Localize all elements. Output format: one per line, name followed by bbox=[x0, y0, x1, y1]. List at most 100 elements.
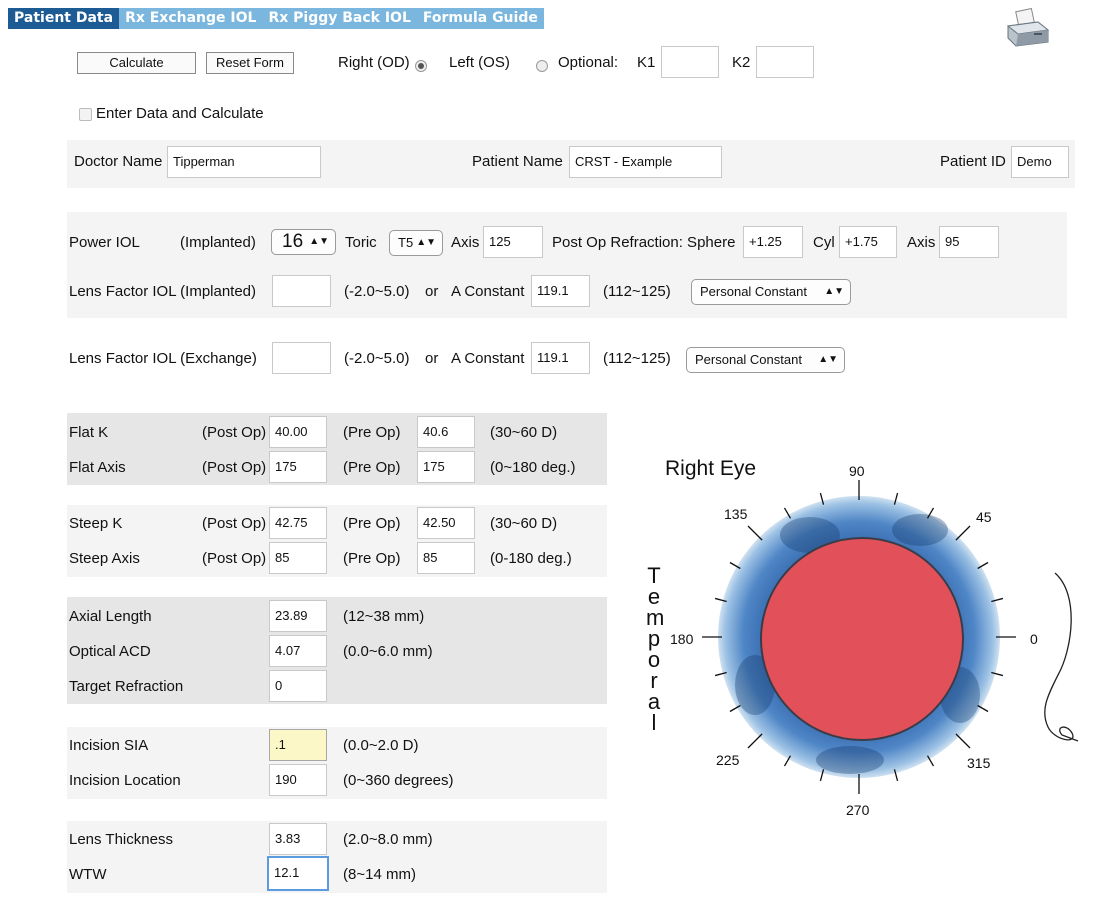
toric-axis-input[interactable]: 125 bbox=[483, 226, 543, 258]
patient-id-label: Patient ID bbox=[940, 153, 1006, 170]
target-refraction-label: Target Refraction bbox=[69, 678, 184, 695]
steep-k-range: (30~60 D) bbox=[490, 515, 558, 532]
axis-tick bbox=[955, 733, 971, 749]
incision-location-input[interactable]: 190 bbox=[269, 764, 327, 796]
a-constant-implanted-input[interactable]: 119.1 bbox=[531, 275, 590, 307]
lens-thickness-input[interactable]: 3.83 bbox=[269, 823, 327, 855]
flat-k-band bbox=[67, 413, 607, 485]
incision-band bbox=[67, 727, 607, 799]
steep-k-post-input[interactable]: 42.75 bbox=[269, 507, 327, 539]
axis-label-135: 135 bbox=[724, 506, 748, 522]
patient-id-input[interactable]: Demo bbox=[1011, 146, 1069, 178]
axis-tick bbox=[955, 525, 971, 541]
constant-type-implanted-select[interactable]: Personal Constant ▲▼ bbox=[691, 279, 851, 305]
toric-axis-label: Axis bbox=[451, 234, 480, 251]
temporal-letter: r bbox=[650, 668, 658, 693]
temporal-letter: p bbox=[647, 626, 661, 651]
cyl-input[interactable]: +1.75 bbox=[839, 226, 897, 258]
constant-type-exchange-select[interactable]: Personal Constant ▲▼ bbox=[686, 347, 845, 373]
flat-k-post-input[interactable]: 40.00 bbox=[269, 416, 327, 448]
select-arrows-icon: ▲▼ bbox=[309, 236, 329, 247]
a-constant-exchange-label: A Constant bbox=[451, 350, 525, 367]
steep-k-pre-label: (Pre Op) bbox=[343, 515, 401, 532]
wtw-label: WTW bbox=[69, 866, 107, 883]
flat-k-range: (30~60 D) bbox=[490, 424, 558, 441]
or-label: or bbox=[425, 350, 439, 367]
flat-axis-pre-input[interactable]: 175 bbox=[417, 451, 475, 483]
k2-label: K2 bbox=[732, 54, 751, 71]
refraction-sphere-label: Post Op Refraction: Sphere bbox=[552, 234, 736, 251]
axis-tick bbox=[893, 492, 899, 505]
flat-axis-label: Flat Axis bbox=[69, 459, 126, 476]
lens-factor-exchange-label: Lens Factor IOL (Exchange) bbox=[69, 350, 257, 367]
axis-tick bbox=[783, 507, 792, 519]
k1-input[interactable] bbox=[661, 46, 719, 78]
steep-k-pre-input[interactable]: 42.50 bbox=[417, 507, 475, 539]
lens-factor-exchange-input[interactable] bbox=[272, 342, 331, 374]
printer-icon[interactable] bbox=[1004, 8, 1050, 50]
tab-patient-data[interactable]: Patient Data bbox=[8, 8, 120, 29]
axis-label-225: 225 bbox=[716, 752, 740, 768]
implanted-label: (Implanted) bbox=[180, 234, 256, 251]
reset-form-button[interactable]: Reset Form bbox=[206, 52, 294, 74]
a-constant-implanted-range: (112~125) bbox=[603, 283, 671, 300]
auto-calculate-checkbox[interactable] bbox=[79, 108, 92, 121]
tab-rx-piggy-back-iol[interactable]: Rx Piggy Back IOL bbox=[262, 8, 417, 29]
refraction-axis-label: Axis bbox=[907, 234, 936, 251]
a-constant-exchange-input[interactable]: 119.1 bbox=[531, 342, 590, 374]
lens-thickness-range: (2.0~8.0 mm) bbox=[343, 831, 433, 848]
tab-formula-guide[interactable]: Formula Guide bbox=[416, 8, 544, 29]
axis-tick bbox=[977, 704, 989, 713]
temporal-letter: a bbox=[647, 689, 661, 714]
flat-k-label: Flat K bbox=[69, 424, 109, 441]
toric-select[interactable]: T5 ▲▼ bbox=[389, 230, 443, 256]
wtw-range: (8~14 mm) bbox=[343, 866, 416, 883]
biometry-band bbox=[67, 597, 607, 704]
axis-tick bbox=[714, 671, 727, 677]
right-eye-title: Right Eye bbox=[665, 457, 757, 480]
axis-labels: 0 45 90 135 180 225 270 315 bbox=[670, 463, 1038, 818]
select-arrows-icon: ▲▼ bbox=[818, 354, 838, 365]
axis-ticks bbox=[702, 480, 1016, 794]
optional-label: Optional: bbox=[558, 54, 619, 71]
lens-factor-implanted-range: (-2.0~5.0) bbox=[344, 283, 410, 300]
axis-tick bbox=[819, 769, 825, 782]
k2-input[interactable] bbox=[756, 46, 814, 78]
wtw-input[interactable]: 12.1 bbox=[267, 856, 329, 891]
power-iol-select[interactable]: 16 ▲▼ bbox=[271, 229, 336, 255]
cyl-label: Cyl bbox=[813, 234, 835, 251]
left-eye-label: Left (OS) bbox=[449, 54, 510, 71]
axis-tick bbox=[991, 671, 1004, 677]
axis-label-90: 90 bbox=[849, 463, 865, 479]
axial-length-input[interactable]: 23.89 bbox=[269, 600, 327, 632]
flat-k-pre-input[interactable]: 40.6 bbox=[417, 416, 475, 448]
tab-rx-exchange-iol[interactable]: Rx Exchange IOL bbox=[119, 8, 263, 29]
flat-k-post-label: (Post Op) bbox=[202, 424, 267, 441]
axis-tick bbox=[783, 755, 792, 767]
incision-sia-label: Incision SIA bbox=[69, 737, 149, 754]
steep-axis-post-input[interactable]: 85 bbox=[269, 542, 327, 574]
left-eye-radio[interactable] bbox=[536, 60, 549, 73]
incision-sia-input[interactable]: .1 bbox=[269, 729, 327, 761]
right-eye-radio[interactable] bbox=[415, 60, 427, 73]
lens-thickness-label: Lens Thickness bbox=[69, 831, 173, 848]
calculate-button[interactable]: Calculate bbox=[77, 52, 196, 74]
temporal-letter: m bbox=[646, 605, 665, 630]
axial-length-range: (12~38 mm) bbox=[343, 608, 425, 625]
axis-label-270: 270 bbox=[846, 802, 870, 818]
patient-name-input[interactable]: CRST - Example bbox=[569, 146, 722, 178]
steep-axis-range: (0-180 deg.) bbox=[490, 550, 572, 567]
doctor-name-input[interactable]: Tipperman bbox=[167, 146, 321, 178]
flat-axis-post-input[interactable]: 175 bbox=[269, 451, 327, 483]
axis-tick bbox=[819, 492, 825, 505]
steep-k-post-label: (Post Op) bbox=[202, 515, 267, 532]
optical-acd-input[interactable]: 4.07 bbox=[269, 635, 327, 667]
sphere-input[interactable]: +1.25 bbox=[743, 226, 803, 258]
axis-label-45: 45 bbox=[976, 509, 992, 525]
eye-diagram: 0 45 90 135 180 225 270 315 bbox=[670, 463, 1079, 818]
target-refraction-input[interactable]: 0 bbox=[269, 670, 327, 702]
temporal-letter: e bbox=[647, 584, 661, 609]
steep-axis-pre-input[interactable]: 85 bbox=[417, 542, 475, 574]
lens-factor-implanted-input[interactable] bbox=[272, 275, 331, 307]
refraction-axis-input[interactable]: 95 bbox=[939, 226, 999, 258]
